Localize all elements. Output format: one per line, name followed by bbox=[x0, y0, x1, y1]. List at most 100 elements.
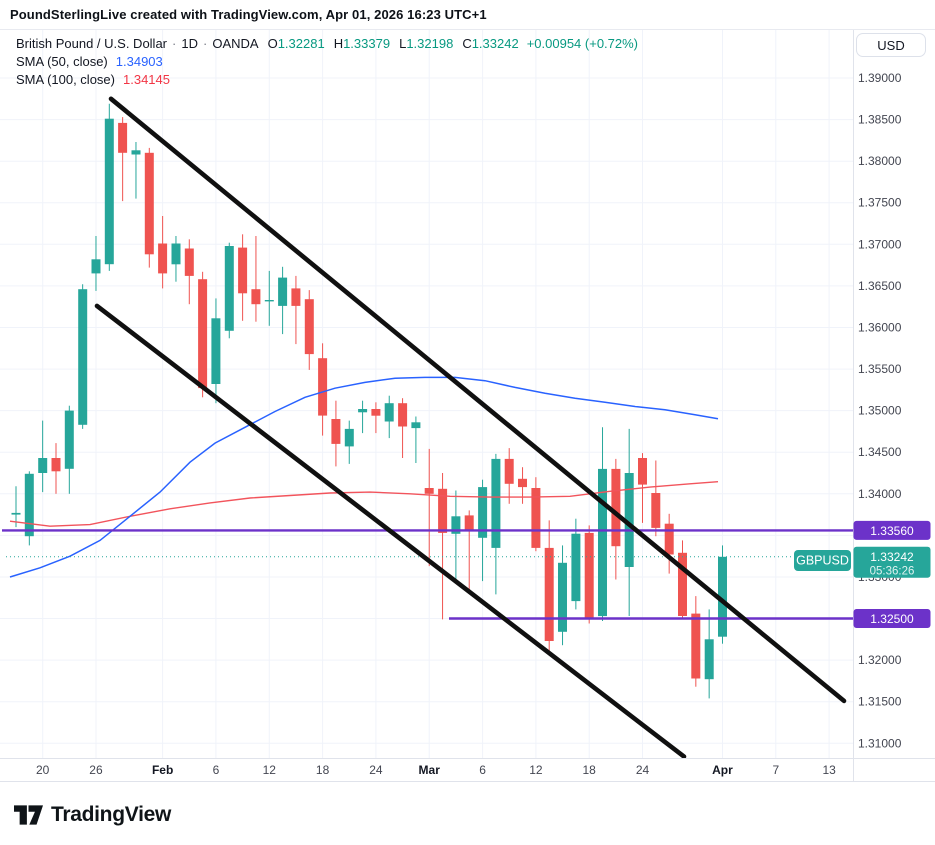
candle-feb-3 bbox=[171, 236, 181, 282]
time-tick-label: Feb bbox=[152, 763, 173, 777]
candle-feb-5 bbox=[198, 271, 208, 398]
candle-mar-5 bbox=[464, 510, 474, 592]
time-tick-label: 24 bbox=[369, 763, 383, 777]
candle-feb-26 bbox=[398, 398, 408, 458]
candle-jan-21 bbox=[51, 443, 61, 494]
candle-mar-26 bbox=[664, 513, 674, 574]
price-tick-label: 1.37000 bbox=[858, 237, 902, 251]
price-tick-label: 1.37500 bbox=[858, 196, 902, 210]
price-tick-label: 1.36000 bbox=[858, 320, 902, 334]
snapshot-header: PoundSterlingLive created with TradingVi… bbox=[0, 0, 935, 30]
candle-feb-12 bbox=[264, 270, 274, 326]
candle-mar-19 bbox=[598, 427, 607, 621]
trendline-lower[interactable] bbox=[94, 303, 687, 759]
time-tick-label: 18 bbox=[316, 763, 330, 777]
candle-mar-13 bbox=[544, 520, 554, 651]
candle-mar-20 bbox=[611, 458, 621, 580]
candle-feb-11 bbox=[251, 236, 261, 322]
price-tick-label: 1.34500 bbox=[858, 445, 902, 459]
candle-jan-29 bbox=[131, 142, 141, 199]
candle-mar-30 bbox=[691, 596, 701, 687]
time-axis[interactable] bbox=[0, 758, 935, 782]
resistance-price-badge-label: 1.33560 bbox=[870, 524, 914, 538]
time-tick-label: 26 bbox=[89, 763, 103, 777]
candle-feb-13 bbox=[278, 266, 288, 335]
time-tick-label: 7 bbox=[772, 763, 779, 777]
price-tick-label: 1.38500 bbox=[858, 113, 902, 127]
time-tick-label: 20 bbox=[36, 763, 50, 777]
candle-feb-25 bbox=[384, 395, 394, 439]
candle-mar-12 bbox=[531, 477, 541, 552]
candle-feb-9 bbox=[224, 242, 234, 339]
candle-feb-24 bbox=[371, 402, 381, 434]
candle-mar-31 bbox=[704, 609, 714, 699]
candle-jan-27 bbox=[104, 103, 114, 271]
resistance-price-badge bbox=[853, 520, 931, 540]
candle-jan-26 bbox=[91, 236, 101, 291]
price-tick-label: 1.32000 bbox=[858, 653, 902, 667]
candle-mar-2 bbox=[424, 448, 434, 567]
candle-mar-27 bbox=[678, 540, 687, 620]
candle-mar-16 bbox=[558, 545, 567, 646]
sma50-line[interactable] bbox=[9, 376, 719, 578]
candle-jan-20 bbox=[38, 420, 48, 493]
snapshot-title: PoundSterlingLive created with TradingVi… bbox=[10, 7, 487, 22]
tradingview-logo-text[interactable]: TradingView bbox=[51, 803, 172, 826]
price-tick-label: 1.39000 bbox=[858, 71, 902, 85]
chart-area[interactable]: 1.39000 1.38500 1.38000 1.37500 1.37000 1.365… bbox=[0, 30, 935, 782]
candle-mar-11 bbox=[518, 467, 527, 504]
last-price-badge bbox=[853, 546, 931, 578]
candle-jan-30 bbox=[144, 147, 154, 268]
time-tick-label: 6 bbox=[479, 763, 486, 777]
price-tick-label: 1.36500 bbox=[858, 279, 902, 293]
candle-apr-1 bbox=[718, 545, 727, 644]
candle-feb-20 bbox=[344, 420, 354, 464]
candle-feb-6 bbox=[211, 298, 221, 404]
candle-feb-17 bbox=[304, 290, 314, 370]
candle-feb-23 bbox=[358, 400, 368, 434]
time-tick-label: 13 bbox=[822, 763, 836, 777]
time-tick-label: 24 bbox=[636, 763, 650, 777]
time-tick-label: 12 bbox=[263, 763, 277, 777]
support-price-badge bbox=[853, 609, 931, 628]
candle-feb-4 bbox=[184, 239, 194, 305]
trendline-upper[interactable] bbox=[108, 96, 847, 704]
candle-feb-27 bbox=[411, 416, 421, 463]
candle-feb-2 bbox=[158, 216, 168, 289]
price-tick-label: 1.35000 bbox=[858, 404, 902, 418]
time-tick-label: Apr bbox=[712, 763, 733, 777]
candle-feb-19 bbox=[331, 400, 341, 467]
candle-mar-9 bbox=[491, 453, 501, 595]
time-tick-label: Mar bbox=[419, 763, 441, 777]
last-price-badge-value: 1.33242 bbox=[870, 550, 914, 564]
symbol-price-badge bbox=[794, 550, 851, 571]
candle-jan-28 bbox=[118, 117, 128, 202]
candle-jan-16 bbox=[11, 486, 21, 528]
time-tick-label: 6 bbox=[213, 763, 220, 777]
candle-jan-19 bbox=[24, 471, 34, 546]
candle-mar-4 bbox=[451, 490, 461, 582]
price-chart[interactable]: 1.39000 1.38500 1.38000 1.37500 1.37000 1.365… bbox=[0, 30, 935, 782]
currency-toggle-button[interactable]: USD bbox=[856, 33, 926, 57]
candle-feb-16 bbox=[291, 275, 301, 345]
price-tick-label: 1.34000 bbox=[858, 487, 902, 501]
candle-mar-25 bbox=[651, 460, 661, 537]
price-tick-label: 1.31500 bbox=[858, 695, 902, 709]
price-tick-label: 1.38000 bbox=[858, 154, 902, 168]
time-tick-label: 18 bbox=[583, 763, 597, 777]
candle-feb-18 bbox=[318, 343, 328, 436]
symbol-price-badge-label: GBPUSD bbox=[796, 553, 849, 567]
bar-countdown: 05:36:26 bbox=[870, 565, 915, 577]
candle-mar-18 bbox=[584, 525, 594, 624]
time-tick-label: 12 bbox=[529, 763, 543, 777]
price-axis[interactable] bbox=[853, 30, 935, 758]
candle-mar-17 bbox=[571, 518, 581, 610]
candle-jan-23 bbox=[78, 284, 88, 429]
price-tick-label: 1.31000 bbox=[858, 736, 902, 750]
tradingview-attribution[interactable]: TradingView bbox=[14, 799, 171, 831]
tradingview-logo-icon[interactable] bbox=[14, 805, 43, 825]
candle-mar-10 bbox=[504, 448, 514, 504]
price-tick-label: 1.35500 bbox=[858, 362, 902, 376]
candle-mar-3 bbox=[438, 473, 448, 620]
